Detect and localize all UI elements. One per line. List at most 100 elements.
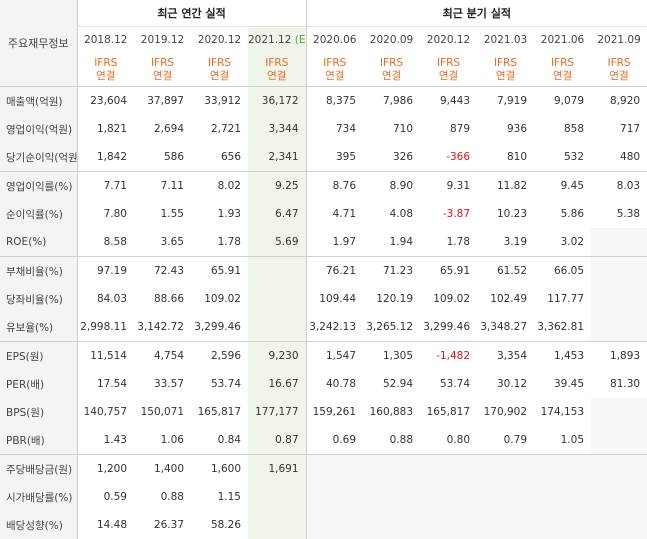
consolidated-label: 연결 — [591, 70, 647, 83]
table-cell: 656 — [191, 143, 248, 172]
table-cell: 9.25 — [248, 172, 306, 201]
table-cell: 7,986 — [363, 87, 420, 116]
ifrs-label: IFRS — [420, 57, 477, 70]
table-cell: 8,920 — [591, 87, 647, 116]
row-label: 영업이익률(%) — [0, 172, 77, 201]
table-cell: 3,344 — [248, 115, 306, 143]
period-header: 2021.03 — [477, 27, 534, 54]
period-header: 2021.09 — [591, 27, 647, 54]
table-cell — [420, 511, 477, 539]
table-cell: 30.12 — [477, 370, 534, 398]
period-label: 2021.12 — [248, 34, 291, 46]
table-cell — [591, 483, 647, 511]
consolidated-label: 연결 — [477, 70, 534, 83]
table-cell: 395 — [306, 143, 363, 172]
table-cell: 10.23 — [477, 200, 534, 228]
table-cell: 1,821 — [77, 115, 134, 143]
period-header: 2020.12 — [420, 27, 477, 54]
ifrs-label: IFRS — [591, 57, 647, 70]
table-cell: 3,242.13 — [306, 313, 363, 342]
table-cell: 734 — [306, 115, 363, 143]
table-cell — [534, 455, 591, 484]
ifrs-label: IFRS — [248, 57, 306, 70]
table-cell: 3,265.12 — [363, 313, 420, 342]
table-cell — [534, 511, 591, 539]
period-label: 2020.06 — [313, 34, 356, 46]
row-label: 영업이익(억원) — [0, 115, 77, 143]
ifrs-label: IFRS — [78, 57, 135, 70]
table-cell: 84.03 — [77, 285, 134, 313]
table-cell: 88.66 — [134, 285, 191, 313]
table-cell: 66.05 — [534, 257, 591, 286]
table-cell: 1.43 — [77, 426, 134, 455]
row-label: 당좌비율(%) — [0, 285, 77, 313]
table-cell — [420, 455, 477, 484]
table-cell: 2,998.11 — [77, 313, 134, 342]
table-cell: 9.31 — [420, 172, 477, 201]
table-cell: 326 — [363, 143, 420, 172]
table-cell: 480 — [591, 143, 647, 172]
table-cell: 4.08 — [363, 200, 420, 228]
table-cell: 8.76 — [306, 172, 363, 201]
table-cell: 97.19 — [77, 257, 134, 286]
table-cell: 14.48 — [77, 511, 134, 539]
ifrs-label: IFRS — [477, 57, 534, 70]
table-cell — [306, 483, 363, 511]
table-cell: 117.77 — [534, 285, 591, 313]
period-header: 2019.12 — [134, 27, 191, 54]
period-label: 2021.03 — [484, 34, 527, 46]
table-cell: -1,482 — [420, 342, 477, 371]
table-cell: 58.26 — [191, 511, 248, 539]
table-cell: 8.03 — [591, 172, 647, 201]
table-cell: 174,153 — [534, 398, 591, 426]
table-cell — [248, 511, 306, 539]
table-cell — [363, 511, 420, 539]
table-cell: 3,299.46 — [420, 313, 477, 342]
consolidated-label: 연결 — [363, 70, 420, 83]
table-cell: 3,299.46 — [191, 313, 248, 342]
table-cell: 76.21 — [306, 257, 363, 286]
table-cell: 71.23 — [363, 257, 420, 286]
table-cell: 858 — [534, 115, 591, 143]
table-cell: 120.19 — [363, 285, 420, 313]
table-cell — [363, 455, 420, 484]
table-cell: 1.93 — [191, 200, 248, 228]
period-label: 2021.09 — [597, 34, 640, 46]
table-cell: 3.65 — [134, 228, 191, 257]
ifrs-label: IFRS — [307, 57, 364, 70]
table-cell: 8.02 — [191, 172, 248, 201]
table-cell: 1,453 — [534, 342, 591, 371]
header-row-titles: 주요재무정보 최근 연간 실적 최근 분기 실적 — [0, 0, 647, 27]
table-cell: 3,142.72 — [134, 313, 191, 342]
table-cell: 11,514 — [77, 342, 134, 371]
table-cell: 7.71 — [77, 172, 134, 201]
table-cell: 879 — [420, 115, 477, 143]
ifrs-label: IFRS — [363, 57, 420, 70]
table-cell — [248, 285, 306, 313]
table-cell: 1,691 — [248, 455, 306, 484]
table-cell: 170,902 — [477, 398, 534, 426]
table-cell: 1,600 — [191, 455, 248, 484]
period-label: 2020.12 — [427, 34, 470, 46]
table-cell: 810 — [477, 143, 534, 172]
table-cell: 1,547 — [306, 342, 363, 371]
row-label: BPS(원) — [0, 398, 77, 426]
table-cell: 3.19 — [477, 228, 534, 257]
table-cell: 710 — [363, 115, 420, 143]
table-cell: 102.49 — [477, 285, 534, 313]
table-cell: 72.43 — [134, 257, 191, 286]
table-cell: 6.47 — [248, 200, 306, 228]
table-cell — [363, 483, 420, 511]
period-label: 2019.12 — [141, 34, 184, 46]
